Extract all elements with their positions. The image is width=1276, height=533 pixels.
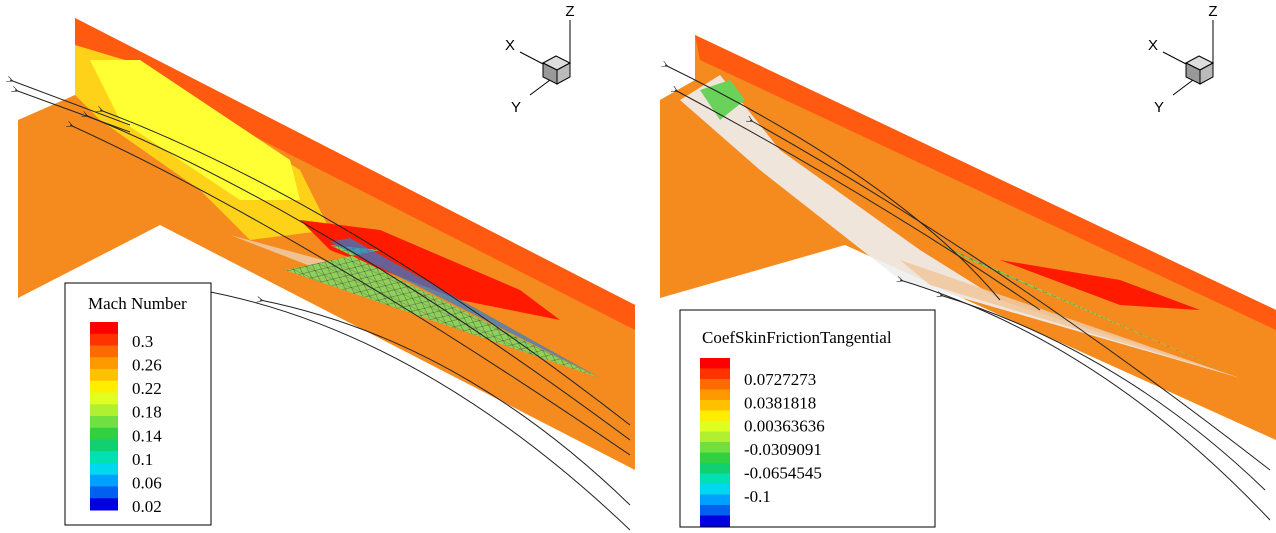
- legend-label: 0.3: [132, 332, 153, 351]
- color-swatch: [90, 346, 118, 358]
- color-swatch: [90, 475, 118, 487]
- legend-label: -0.0309091: [744, 440, 822, 459]
- color-swatch: [700, 400, 730, 411]
- legend-label: 0.26: [132, 356, 162, 375]
- legend: Mach Number 0.3 0.26 0.22 0.18 0.14 0.1 0.06 0.…: [65, 283, 211, 525]
- legend-label: -0.0654545: [744, 464, 822, 483]
- right-triad: Z X Y: [1148, 3, 1218, 116]
- color-swatch: [90, 428, 118, 440]
- color-swatch: [90, 451, 118, 463]
- legend-label: 0.0381818: [744, 393, 816, 412]
- color-swatch: [90, 381, 118, 393]
- legend-title: CoefSkinFrictionTangential: [702, 328, 892, 347]
- color-swatch: [700, 516, 730, 527]
- axis-label: Z: [565, 3, 574, 20]
- legend-title: Mach Number: [88, 294, 187, 313]
- legend-label: 0.1: [132, 450, 153, 469]
- color-swatch: [700, 474, 730, 485]
- color-swatch: [700, 358, 730, 369]
- axis-label: Y: [1154, 99, 1164, 116]
- figure: Z X Y Mach Number 0.3 0.26 0.22 0.18 0.14 0.1…: [0, 0, 1276, 533]
- legend-label: 0.0727273: [744, 370, 816, 389]
- legend-label: 0.06: [132, 474, 162, 493]
- legend-label: 0.18: [132, 403, 162, 422]
- color-swatch: [90, 369, 118, 381]
- color-swatch: [90, 440, 118, 452]
- legend-label: 0.02: [132, 497, 162, 516]
- legend-label: 0.00363636: [744, 417, 825, 436]
- color-swatch: [700, 495, 730, 506]
- color-swatch: [90, 487, 118, 499]
- axis-label: Z: [1208, 3, 1217, 20]
- color-swatch: [700, 484, 730, 495]
- legend-label: 0.22: [132, 379, 162, 398]
- color-swatch: [700, 379, 730, 390]
- axis-label: X: [1148, 37, 1158, 54]
- color-swatch: [700, 453, 730, 464]
- axis-label: Y: [511, 99, 521, 116]
- color-swatch: [90, 357, 118, 369]
- left-triad: Z X Y: [505, 3, 575, 116]
- color-swatch: [700, 432, 730, 443]
- color-swatch: [700, 390, 730, 401]
- color-swatch: [90, 498, 118, 510]
- color-swatch: [700, 442, 730, 453]
- color-swatch: [90, 404, 118, 416]
- color-swatch: [700, 411, 730, 422]
- color-swatch: [90, 393, 118, 405]
- color-swatch: [700, 421, 730, 432]
- color-swatch: [700, 505, 730, 516]
- color-swatch: [90, 322, 118, 334]
- axis-label: X: [505, 37, 515, 54]
- color-swatch: [90, 416, 118, 428]
- legend: CoefSkinFrictionTangential 0.0727273 0.03…: [680, 310, 935, 527]
- color-swatch: [700, 369, 730, 380]
- color-swatch: [90, 334, 118, 346]
- legend-label: 0.14: [132, 426, 162, 445]
- color-swatch: [90, 463, 118, 475]
- legend-label: -0.1: [744, 487, 771, 506]
- color-swatch: [700, 463, 730, 474]
